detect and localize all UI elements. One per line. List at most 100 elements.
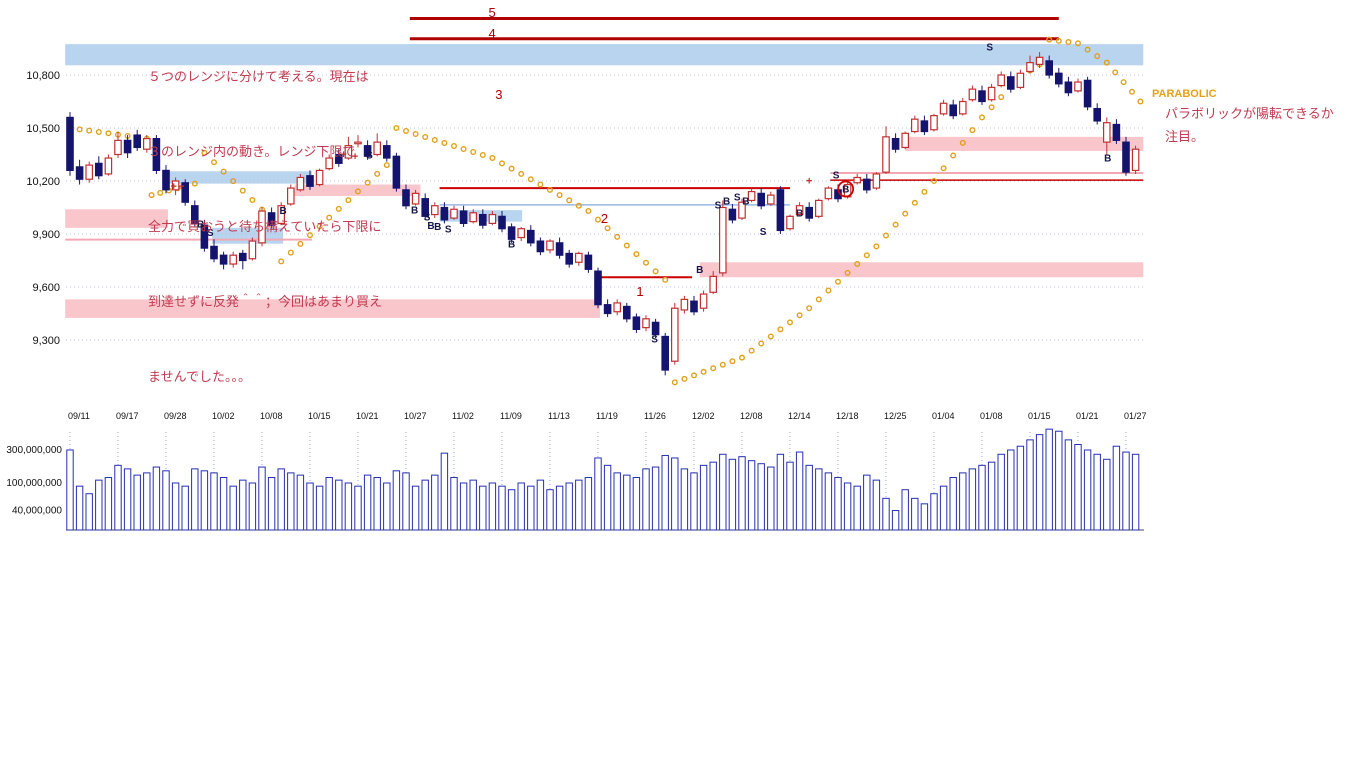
volume-bar [795,451,804,531]
sar-dot [239,187,246,194]
volume-bar [853,485,861,531]
candle-body [882,136,890,173]
plus-marker: + [352,151,358,163]
candle-body [85,164,94,180]
volume-bar [843,482,852,531]
volume-bar [603,464,612,531]
sar-dot [1074,40,1081,47]
volume-bar [440,452,449,531]
price-tick-label: 9,300 [32,335,60,347]
buy-signal: B [842,184,849,195]
sar-dot [1065,39,1072,46]
volume-bar [815,468,823,531]
volume-bar [267,477,276,531]
candle-body [536,240,545,253]
candle-body [325,157,334,170]
sar-dot [220,168,227,175]
sar-dot [969,127,976,134]
sar-dot [623,242,630,249]
volume-bar [901,489,909,531]
candle-body [920,120,929,133]
date-tick-label: 11/09 [500,411,522,421]
candle-body [267,212,276,226]
volume-bar [363,474,372,531]
candle-body [191,205,199,225]
sar-dot [1055,37,1062,44]
candle-body [373,141,382,156]
volume-bar [421,479,429,531]
sar-dot [815,296,822,303]
volume-bar [181,485,189,531]
sar-dot [931,177,938,184]
candle-body [315,169,324,186]
sell-signal: S [833,170,840,181]
volume-bar [1083,449,1092,531]
volume-bar [431,474,439,531]
date-tick-label: 10/08 [260,411,283,421]
sar-dot [777,326,784,333]
candle-body [718,206,727,274]
candle-body [574,252,583,263]
date-tick-label: 12/25 [884,411,907,421]
volume-bar [1045,428,1053,531]
candle-body [239,252,247,262]
candle-body [651,321,660,336]
volume-bar [287,472,295,531]
candle-body [728,208,737,221]
candle-body [930,115,938,131]
sar-dot [614,233,621,240]
sar-dot [604,225,611,232]
sell-signal: S [445,225,452,236]
candle-body [968,88,977,101]
sar-dot [527,176,534,183]
volume-bar [1093,453,1101,531]
volume-bar [143,472,151,531]
volume-bar [354,485,362,531]
candle-body [738,201,746,219]
sar-dot [825,287,832,294]
sar-dot [902,210,909,217]
candle-body [978,90,986,103]
sar-dot [383,162,390,169]
volume-bar [747,460,756,531]
sar-dot [191,180,198,187]
sell-signal: S [207,228,214,239]
candle-body [75,166,84,180]
candle-body [296,176,305,191]
sar-dot [748,347,755,354]
candle-body [901,132,910,149]
buy-signal: B [1104,154,1111,165]
sar-dot [547,186,554,193]
sar-dot [201,149,208,156]
candle-body [891,138,900,150]
candle-body [354,141,362,145]
price-tick-label: 9,600 [32,282,60,294]
buy-signal: B [723,196,730,207]
volume-bar [133,474,141,531]
volume-bar [642,468,650,531]
candle-body [171,180,180,191]
parabolic-indicator-label: PARABOLIC [1152,88,1217,100]
buy-signal: B [508,240,515,251]
candle-body [1122,141,1130,173]
range-number-label: 1 [636,284,643,299]
candle-body [1083,79,1092,108]
sar-dot [835,278,842,285]
volume-bar [248,482,257,531]
candle-body [555,242,564,256]
candle-body [853,176,862,184]
candle-body [507,226,516,240]
volume-bar [219,477,228,531]
sar-dot [249,197,256,204]
range-band-pink [905,136,1144,151]
candle-body [584,254,593,270]
candle-body [526,229,535,244]
candle-body [383,145,391,159]
volume-bar [738,456,746,531]
volume-bar [315,485,324,531]
sar-dot [844,269,851,276]
volume-bar [85,493,93,531]
sar-dot [479,152,486,159]
volume-bar [1112,445,1121,531]
candle-body [613,302,622,313]
